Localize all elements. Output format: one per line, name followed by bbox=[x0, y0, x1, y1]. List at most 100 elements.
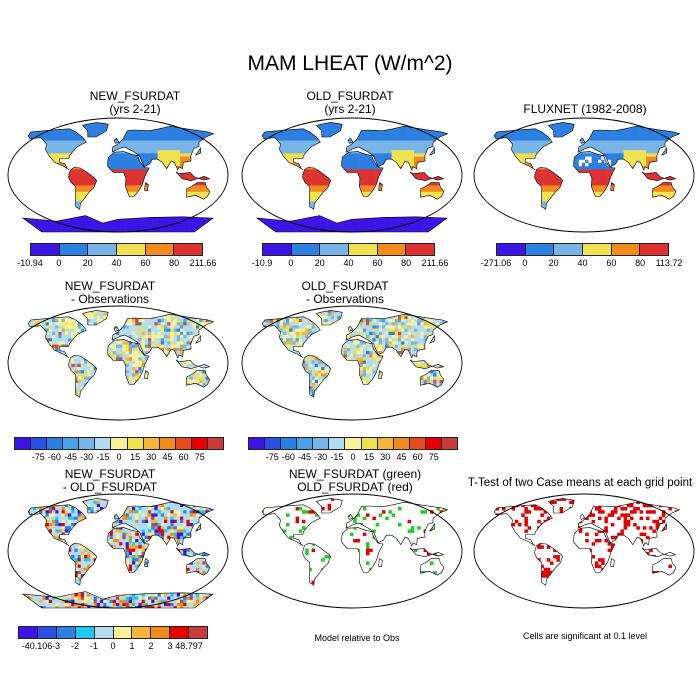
colorbar-swatch bbox=[132, 627, 152, 638]
colorbar-label: -75 bbox=[265, 452, 279, 462]
colorbar-old-fsurdat: -10.9 0 20 40 60 80 211.66 bbox=[252, 243, 448, 270]
colorbar-swatch bbox=[31, 438, 48, 449]
colorbar-label: -45 bbox=[298, 452, 312, 462]
map-fluxnet bbox=[470, 115, 698, 235]
colorbar-label: 2 bbox=[148, 641, 154, 651]
colorbar-label: 0 bbox=[522, 258, 528, 268]
colorbar-label: 60 bbox=[178, 452, 189, 462]
significance-note: Cells are significant at 0.1 level bbox=[522, 631, 648, 641]
colorbar-label: 45 bbox=[396, 452, 407, 462]
colorbar-swatch bbox=[349, 244, 378, 255]
colorbar-swatch bbox=[207, 438, 224, 449]
colorbar-swatch bbox=[189, 627, 208, 638]
colorbar-swatch bbox=[145, 244, 175, 255]
colorbar-swatch bbox=[47, 438, 64, 449]
colorbar-boxes bbox=[248, 437, 458, 450]
panel-title-ttest: T-Test of two Case means at each grid po… bbox=[462, 477, 698, 490]
panel-title-green-red: NEW_FSURDAT (green) OLD_FSURDAT (red) bbox=[265, 468, 445, 494]
colorbar-label: 75 bbox=[194, 452, 205, 462]
colorbar-swatch bbox=[393, 438, 410, 449]
colorbar-label: 0 bbox=[350, 452, 356, 462]
panel-title-line: FLUXNET (1982-2008) bbox=[523, 102, 647, 116]
colorbar-swatch bbox=[406, 244, 435, 255]
colorbar-swatch bbox=[425, 438, 442, 449]
colorbar-label: 60 bbox=[606, 258, 617, 268]
colorbar-label: 30 bbox=[146, 452, 157, 462]
colorbar-swatch bbox=[19, 627, 38, 638]
map-svg bbox=[241, 305, 463, 421]
map-svg bbox=[7, 493, 229, 609]
colorbar-swatch bbox=[583, 244, 612, 255]
colorbar-swatch bbox=[95, 438, 112, 449]
colorbar-boxes bbox=[262, 243, 435, 256]
colorbar-label: 211.66 bbox=[421, 258, 449, 268]
map-new-minus-old bbox=[4, 491, 232, 611]
panel-subtitle-line: (yrs 2-21) bbox=[109, 102, 161, 116]
colorbar-label: 80 bbox=[169, 258, 180, 268]
colorbar-swatch bbox=[79, 438, 96, 449]
panel-subtitle-line: - OLD_FSURDAT bbox=[62, 480, 158, 494]
panel-subtitle-line: (yrs 2-21) bbox=[324, 102, 376, 116]
colorbar-label: 80 bbox=[401, 258, 412, 268]
colorbar-swatch bbox=[263, 244, 292, 255]
panel-title-new-minus-obs: NEW_FSURDAT - Observations bbox=[20, 280, 200, 306]
colorbar-swatch bbox=[127, 438, 144, 449]
colorbar-boxes bbox=[18, 626, 208, 639]
colorbar-label: -45 bbox=[64, 452, 78, 462]
colorbar-swatch bbox=[75, 627, 95, 638]
colorbar-boxes bbox=[496, 243, 669, 256]
colorbar-label: 48.797 bbox=[175, 641, 203, 651]
map-svg bbox=[241, 117, 463, 233]
colorbar-label: -1 bbox=[89, 641, 99, 651]
colorbar-label: 60 bbox=[412, 452, 423, 462]
colorbar-label: 0 bbox=[56, 258, 62, 268]
colorbar-label: 0 bbox=[116, 452, 122, 462]
colorbar-swatch bbox=[159, 438, 176, 449]
panel-title-line: NEW_FSURDAT bbox=[89, 89, 181, 103]
colorbar-swatch bbox=[94, 627, 114, 638]
colorbar-boxes bbox=[14, 437, 224, 450]
colorbar-swatch bbox=[297, 438, 314, 449]
colorbar-swatch bbox=[554, 244, 584, 255]
colorbar-label: -15 bbox=[96, 452, 110, 462]
colorbar-label: 30 bbox=[380, 452, 391, 462]
colorbar-label: 0 bbox=[110, 641, 116, 651]
colorbar-fluxnet: -271.06 0 20 40 60 80 113.72 bbox=[481, 243, 682, 270]
colorbar-swatch bbox=[497, 244, 526, 255]
page-title: MAM LHEAT (W/m^2) bbox=[247, 52, 453, 75]
colorbar-label: -30 bbox=[80, 452, 94, 462]
panel-title-new-fsurdat: NEW_FSURDAT (yrs 2-21) bbox=[45, 90, 225, 116]
colorbar-label: -30 bbox=[314, 452, 328, 462]
panel-title-line: OLD_FSURDAT bbox=[306, 89, 394, 103]
panel-title-line: NEW_FSURDAT bbox=[64, 467, 156, 481]
colorbar-label: -2 bbox=[70, 641, 80, 651]
panel-title-line: OLD_FSURDAT bbox=[301, 279, 389, 293]
colorbar-label: 0 bbox=[288, 258, 294, 268]
map-ttest bbox=[470, 491, 698, 611]
colorbar-swatch bbox=[640, 244, 669, 255]
colorbar-label: 75 bbox=[428, 452, 439, 462]
colorbar-label: 15 bbox=[130, 452, 141, 462]
colorbar-label: 1 bbox=[129, 641, 135, 651]
colorbar-swatch bbox=[31, 244, 60, 255]
colorbar-swatch bbox=[170, 627, 190, 638]
map-svg bbox=[7, 117, 229, 233]
colorbar-swatch bbox=[377, 244, 407, 255]
colorbar-swatch bbox=[525, 244, 555, 255]
colorbar-swatch bbox=[88, 244, 118, 255]
colorbar-label: 20 bbox=[548, 258, 559, 268]
model-relative-note: Model relative to Obs bbox=[314, 633, 400, 643]
colorbar-swatch bbox=[191, 438, 208, 449]
panel-subtitle-line: - Observations bbox=[70, 292, 150, 306]
colorbar-label: 113.72 bbox=[655, 258, 683, 268]
colorbar-new-fsurdat: -10.94 0 20 40 60 80 211.66 bbox=[17, 243, 216, 270]
colorbar-label: -271.06 bbox=[480, 258, 512, 268]
colorbar-label: 40 bbox=[343, 258, 354, 268]
colorbar-swatch bbox=[15, 438, 32, 449]
colorbar-label: 20 bbox=[82, 258, 93, 268]
panel-title-fluxnet: FLUXNET (1982-2008) bbox=[495, 103, 675, 116]
colorbar-swatch bbox=[151, 627, 171, 638]
colorbar-swatch bbox=[441, 438, 458, 449]
colorbar-swatch bbox=[63, 438, 80, 449]
colorbar-new-minus-obs: -75 -60 -45 -30 -15 0 15 30 45 60 75 bbox=[14, 437, 224, 464]
